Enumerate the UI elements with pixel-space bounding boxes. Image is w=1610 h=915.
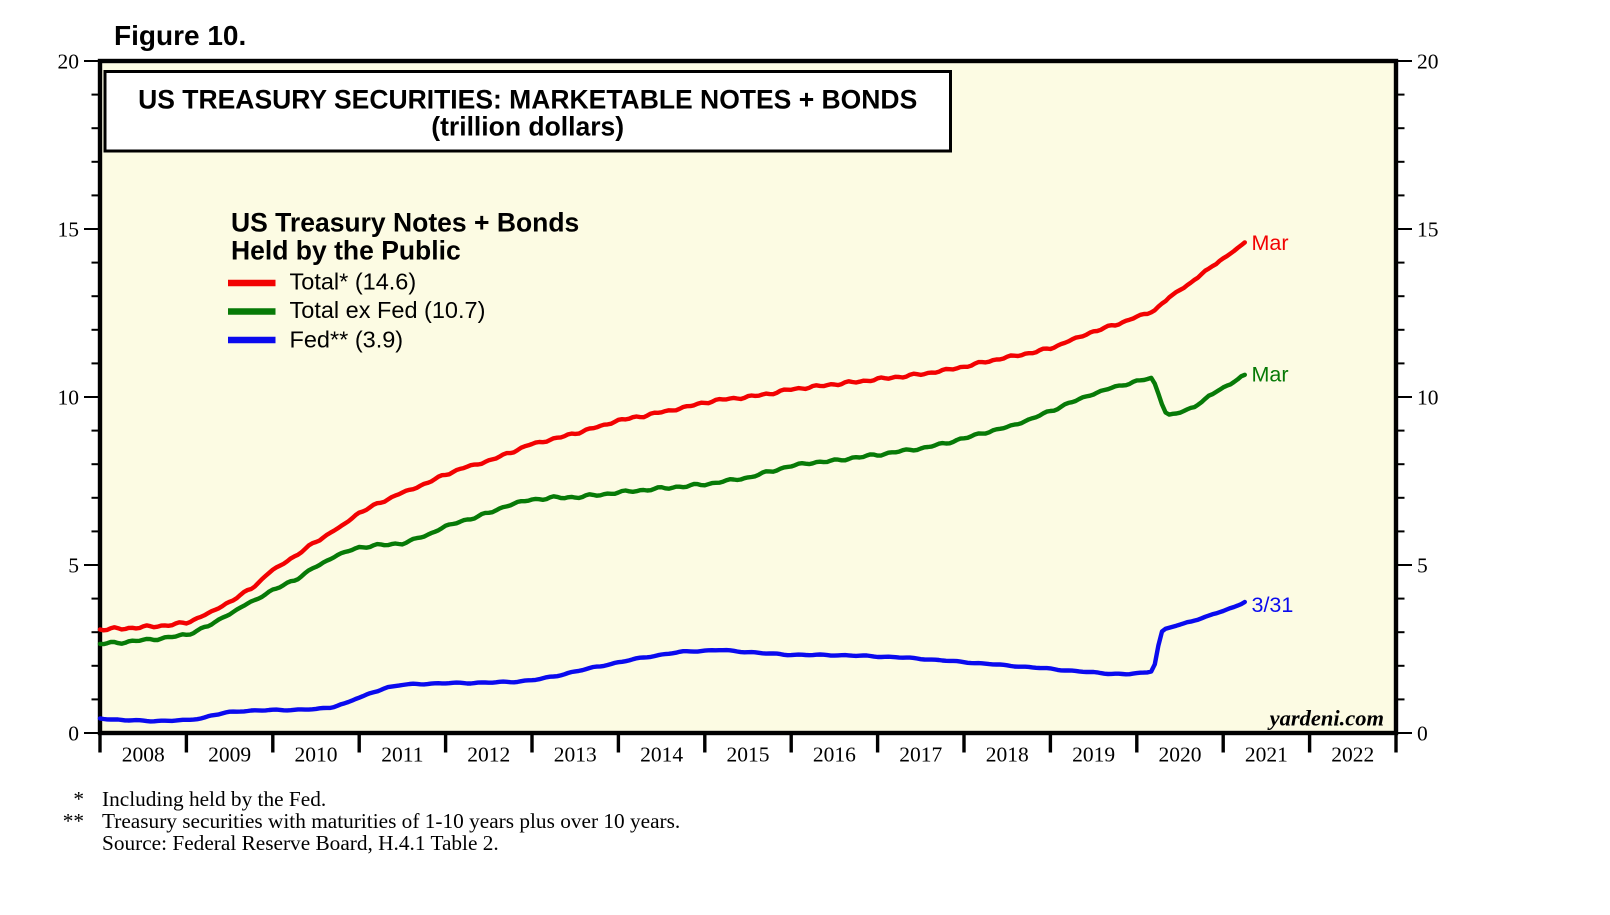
svg-text:2008: 2008 bbox=[122, 743, 165, 767]
svg-text:15: 15 bbox=[58, 218, 80, 242]
svg-text:Fed** (3.9): Fed** (3.9) bbox=[290, 327, 404, 353]
svg-text:2012: 2012 bbox=[467, 743, 510, 767]
svg-text:2011: 2011 bbox=[381, 743, 423, 767]
svg-text:Treasury securities with matur: Treasury securities with maturities of 1… bbox=[102, 809, 680, 833]
svg-text:5: 5 bbox=[1417, 554, 1428, 578]
svg-text:0: 0 bbox=[1417, 722, 1428, 746]
svg-text:Held by the Public: Held by the Public bbox=[231, 235, 461, 265]
svg-text:Total* (14.6): Total* (14.6) bbox=[290, 269, 417, 295]
svg-text:2009: 2009 bbox=[208, 743, 251, 767]
svg-text:(trillion dollars): (trillion dollars) bbox=[431, 112, 624, 142]
svg-text:Including held by the Fed.: Including held by the Fed. bbox=[102, 787, 326, 811]
svg-text:yardeni.com: yardeni.com bbox=[1267, 706, 1384, 731]
svg-text:Mar: Mar bbox=[1252, 231, 1289, 255]
svg-text:Source: Federal Reserve Board,: Source: Federal Reserve Board, H.4.1 Tab… bbox=[102, 831, 499, 855]
svg-text:2015: 2015 bbox=[727, 743, 770, 767]
svg-text:*: * bbox=[73, 787, 84, 811]
svg-text:20: 20 bbox=[1417, 50, 1439, 74]
svg-text:2014: 2014 bbox=[640, 743, 683, 767]
svg-text:10: 10 bbox=[58, 386, 80, 410]
svg-text:2022: 2022 bbox=[1331, 743, 1374, 767]
svg-text:10: 10 bbox=[1417, 386, 1439, 410]
svg-text:2010: 2010 bbox=[295, 743, 338, 767]
svg-text:US Treasury Notes + Bonds: US Treasury Notes + Bonds bbox=[231, 208, 579, 238]
svg-text:**: ** bbox=[63, 809, 84, 833]
svg-text:2020: 2020 bbox=[1159, 743, 1202, 767]
svg-text:Mar: Mar bbox=[1252, 363, 1289, 387]
svg-text:5: 5 bbox=[68, 554, 79, 578]
svg-text:2019: 2019 bbox=[1072, 743, 1115, 767]
svg-text:Total ex Fed (10.7): Total ex Fed (10.7) bbox=[290, 297, 486, 323]
svg-text:2013: 2013 bbox=[554, 743, 597, 767]
svg-text:2021: 2021 bbox=[1245, 743, 1288, 767]
svg-text:2018: 2018 bbox=[986, 743, 1029, 767]
svg-text:3/31: 3/31 bbox=[1252, 593, 1294, 617]
svg-text:Figure 10.: Figure 10. bbox=[114, 20, 246, 51]
svg-text:2016: 2016 bbox=[813, 743, 856, 767]
svg-text:20: 20 bbox=[58, 50, 80, 74]
svg-text:15: 15 bbox=[1417, 218, 1439, 242]
svg-text:US TREASURY SECURITIES: MARKET: US TREASURY SECURITIES: MARKETABLE NOTES… bbox=[138, 85, 917, 115]
svg-text:0: 0 bbox=[68, 722, 79, 746]
svg-text:2017: 2017 bbox=[899, 743, 942, 767]
